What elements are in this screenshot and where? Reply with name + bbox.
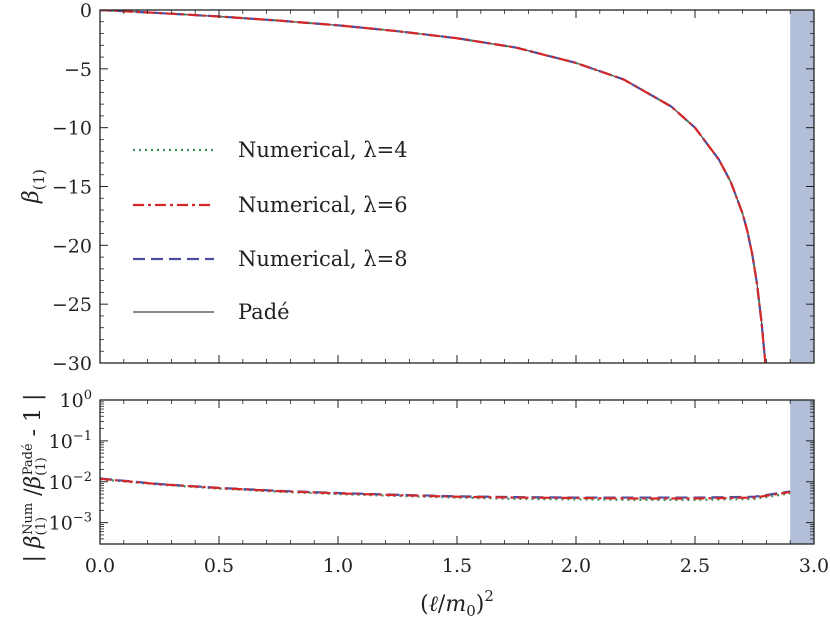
top-series-numerical-6 — [100, 10, 767, 363]
top-frame — [99, 9, 815, 364]
legend: Numerical, λ=4 Numerical, λ=6 Numerical,… — [133, 138, 408, 324]
bottom-y-tick-label: 10−2 — [49, 470, 92, 494]
x-tick-label: 1.0 — [323, 555, 353, 577]
top-y-tick-label: −15 — [52, 177, 92, 199]
legend-item-numerical-4: Numerical, λ=4 — [133, 138, 408, 162]
top-panel: 0 −5 −10 −15 −20 −25 −30 β(1) Numerical, λ=4 N… — [19, 0, 815, 375]
top-series-pad — [100, 10, 766, 363]
x-tick-label: 0.5 — [204, 555, 234, 577]
bottom-y-axis-title: | β(1)Num /β(1)Padé - 1 | — [21, 394, 49, 563]
bottom-panel: 100 10−1 10−2 10−3 0.0 0.5 1.0 1.5 2.0 2.5 3.0 | … — [21, 388, 829, 620]
bottom-y-sub-num: (1) — [34, 517, 49, 535]
x-tick-label: 0.0 — [85, 555, 115, 577]
legend-label-numerical-6: Numerical, λ=6 — [238, 193, 408, 217]
bottom-y-tick-label: 10−1 — [49, 429, 92, 453]
top-y-tick-label: −20 — [52, 235, 92, 257]
bottom-y-sub-pade: (1) — [34, 457, 49, 475]
top-y-axis-subscript: (1) — [30, 169, 48, 190]
top-series-numerical-8 — [100, 10, 767, 363]
bottom-y-sup-num: Num — [21, 503, 36, 535]
bottom-y-tick-label: 100 — [60, 388, 92, 412]
top-y-tick-label: −30 — [52, 353, 92, 375]
top-y-axis-title: β(1) — [19, 169, 48, 204]
bottom-series-numerical-4 — [100, 478, 791, 501]
legend-label-pade: Padé — [238, 300, 290, 324]
top-shaded-region — [790, 10, 814, 363]
bottom-frame — [99, 399, 815, 545]
bottom-y-beta-pade: β — [21, 476, 46, 490]
bottom-shaded-region — [790, 400, 814, 544]
bottom-y-sup-pade: Padé — [21, 443, 36, 475]
top-y-tick-label: −5 — [64, 59, 92, 81]
bottom-y-slash: / — [21, 488, 46, 503]
bottom-y-tick-label: 10−3 — [49, 511, 92, 535]
top-series-numerical-4 — [100, 10, 767, 363]
x-tick-label: 1.5 — [442, 555, 472, 577]
x-tick-label: 3.0 — [799, 555, 829, 577]
legend-item-numerical-6: Numerical, λ=6 — [133, 193, 408, 217]
top-y-tick-label: 0 — [80, 0, 92, 22]
legend-label-numerical-4: Numerical, λ=4 — [238, 138, 408, 162]
x-tick-label: 2.0 — [561, 555, 591, 577]
top-y-tick-label: −10 — [52, 118, 92, 140]
legend-label-numerical-8: Numerical, λ=8 — [238, 247, 408, 271]
x-axis-title: (ℓ/m0)2 — [420, 587, 494, 620]
bottom-y-beta-num: β — [21, 535, 46, 549]
x-tick-label: 2.5 — [680, 555, 710, 577]
legend-item-pade: Padé — [133, 300, 290, 324]
top-y-tick-label: −25 — [52, 294, 92, 316]
legend-item-numerical-8: Numerical, λ=8 — [133, 247, 408, 271]
bottom-series-numerical-6 — [100, 477, 791, 500]
bottom-y-minus-one: - 1 | — [21, 394, 46, 444]
